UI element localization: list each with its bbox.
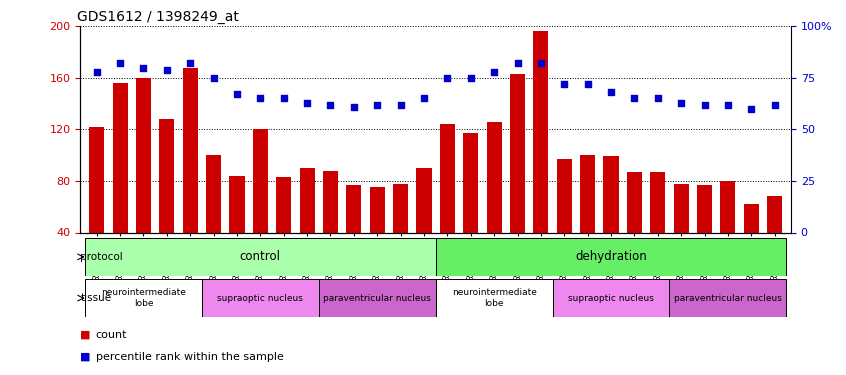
Bar: [229, 176, 244, 232]
Bar: [744, 204, 759, 232]
Point: [511, 60, 525, 66]
Bar: [603, 156, 618, 232]
Point: [651, 96, 664, 102]
Bar: [319, 279, 436, 317]
Point: [206, 75, 220, 81]
Text: GDS1612 / 1398249_at: GDS1612 / 1398249_at: [77, 10, 239, 24]
Bar: [440, 124, 455, 232]
Text: tissue: tissue: [80, 293, 112, 303]
Bar: [253, 129, 268, 232]
Text: neurointermediate
lobe: neurointermediate lobe: [452, 288, 536, 308]
Bar: [627, 172, 642, 232]
Bar: [552, 279, 669, 317]
Bar: [393, 183, 409, 232]
Bar: [510, 74, 525, 232]
Point: [628, 96, 641, 102]
Text: paraventricular nucleus: paraventricular nucleus: [323, 294, 431, 303]
Bar: [436, 279, 552, 317]
Point: [674, 100, 688, 106]
Point: [558, 81, 571, 87]
Point: [90, 69, 103, 75]
Point: [768, 102, 782, 108]
Bar: [767, 196, 783, 232]
Point: [464, 75, 477, 81]
Bar: [463, 133, 478, 232]
Text: ■: ■: [80, 330, 91, 339]
Bar: [720, 181, 735, 232]
Text: percentile rank within the sample: percentile rank within the sample: [96, 352, 283, 362]
Point: [324, 102, 338, 108]
Bar: [580, 155, 596, 232]
Point: [417, 96, 431, 102]
Text: protocol: protocol: [80, 252, 124, 262]
Point: [137, 64, 151, 70]
Bar: [159, 119, 174, 232]
Bar: [370, 188, 385, 232]
Point: [347, 104, 360, 110]
Text: count: count: [96, 330, 127, 339]
Point: [394, 102, 408, 108]
Bar: [486, 122, 502, 232]
Point: [534, 60, 547, 66]
Bar: [346, 185, 361, 232]
Point: [721, 102, 734, 108]
Point: [277, 96, 290, 102]
Text: supraoptic nucleus: supraoptic nucleus: [217, 294, 304, 303]
Bar: [202, 279, 319, 317]
Bar: [276, 177, 291, 232]
Point: [487, 69, 501, 75]
Bar: [697, 185, 712, 232]
Bar: [206, 155, 221, 232]
Bar: [136, 78, 151, 232]
Bar: [416, 168, 431, 232]
Bar: [651, 172, 665, 232]
Bar: [85, 279, 202, 317]
Point: [113, 60, 127, 66]
Point: [254, 96, 267, 102]
Point: [744, 106, 758, 112]
Text: control: control: [240, 251, 281, 263]
Bar: [183, 68, 198, 232]
Bar: [299, 168, 315, 232]
Bar: [533, 32, 548, 232]
Text: neurointermediate
lobe: neurointermediate lobe: [101, 288, 186, 308]
Bar: [669, 279, 786, 317]
Bar: [673, 183, 689, 232]
Text: ■: ■: [80, 352, 91, 362]
Text: supraoptic nucleus: supraoptic nucleus: [568, 294, 654, 303]
Point: [184, 60, 197, 66]
Point: [581, 81, 595, 87]
Point: [300, 100, 314, 106]
Bar: [113, 83, 128, 232]
Bar: [557, 159, 572, 232]
Point: [604, 89, 618, 95]
Point: [371, 102, 384, 108]
Bar: [89, 127, 104, 232]
Bar: [85, 238, 436, 276]
Point: [441, 75, 454, 81]
Point: [160, 67, 173, 73]
Text: dehydration: dehydration: [575, 251, 647, 263]
Point: [698, 102, 711, 108]
Text: paraventricular nucleus: paraventricular nucleus: [674, 294, 782, 303]
Bar: [436, 238, 786, 276]
Bar: [323, 171, 338, 232]
Point: [230, 92, 244, 98]
